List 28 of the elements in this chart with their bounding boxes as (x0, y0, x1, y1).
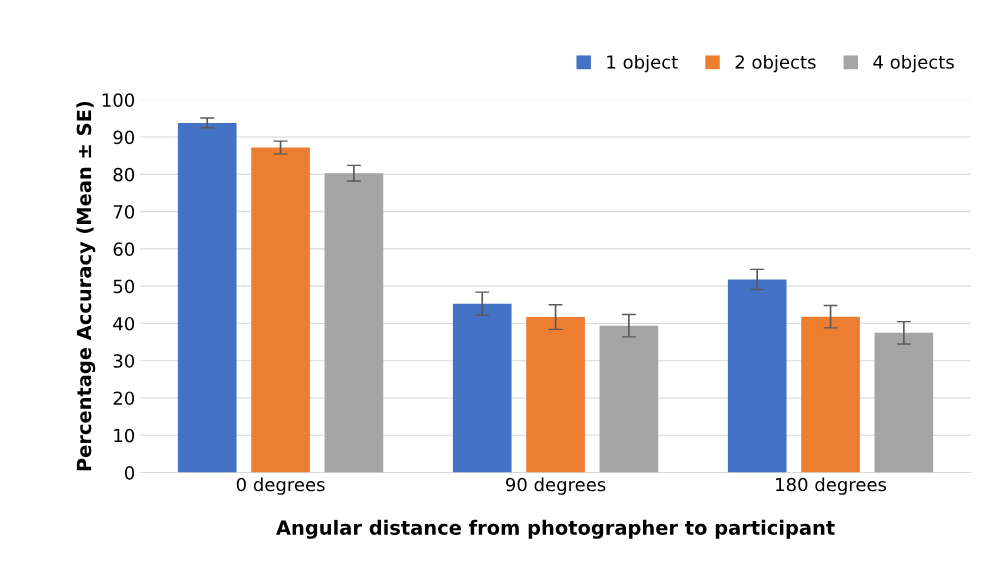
y-tick-label: 40 (113, 316, 135, 331)
bar (599, 325, 659, 473)
legend-label: 4 objects (873, 54, 954, 73)
bar (324, 173, 384, 473)
y-tick-label: 90 (113, 130, 135, 145)
legend-label: 1 object (607, 54, 678, 73)
bar (801, 316, 860, 473)
y-tick-label: 60 (113, 242, 135, 256)
y-axis-title: Percentage Accuracy (Mean ± SE) (76, 101, 96, 471)
legend-label: 2 objects (735, 54, 816, 73)
y-tick-label: 30 (113, 354, 135, 368)
y-tick-label: 80 (113, 167, 135, 182)
x-axis-title: Angular distance from photographer to participant (276, 519, 835, 539)
bar (874, 332, 934, 473)
y-tick-label: 10 (114, 428, 135, 443)
bar (727, 279, 787, 473)
x-tick-label: 0 degrees (236, 477, 325, 495)
y-tick-label: 50 (113, 279, 135, 294)
y-tick-label: 100 (102, 93, 135, 107)
y-tick-label: 20 (113, 391, 135, 406)
x-tick-label: 90 degrees (506, 477, 606, 495)
bar (452, 303, 512, 473)
bar (177, 122, 237, 473)
bar (526, 317, 585, 473)
y-tick-label: 0 (124, 465, 135, 480)
x-tick-label: 180 degrees (776, 477, 887, 495)
bar (251, 147, 310, 473)
y-tick-label: 70 (113, 205, 135, 219)
